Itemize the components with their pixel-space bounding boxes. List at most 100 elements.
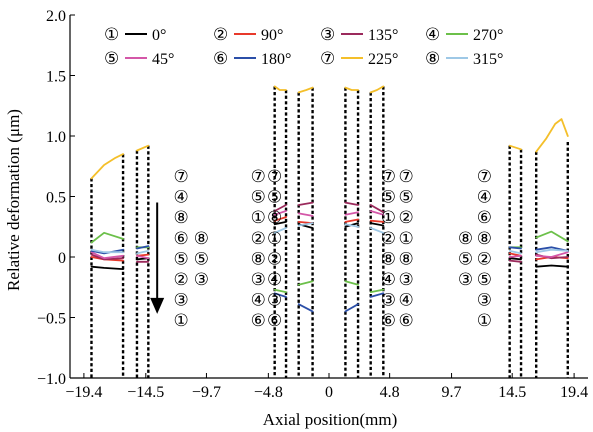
x-tick-label: 0 [325,384,333,401]
series-line-0deg [535,264,569,268]
x-tick-label: 9.7 [442,384,462,401]
series-line-270deg [535,230,569,243]
order-number: ⑤ [381,188,396,207]
series-line-315deg [369,227,385,234]
series-line-45deg [90,251,124,260]
x-tick-label: −4.8 [254,384,283,401]
series-line-135deg [273,204,287,212]
order-number: ② [477,249,492,268]
order-number: ① [251,208,266,227]
order-number: ④ [174,188,189,207]
order-number: ⑤ [194,249,209,268]
legend: ① 0° ② 90° ③ 135° ④ 270° ⑤ 45° ⑥ 180° ⑦ 225° ⑧ 315° [104,25,503,68]
x-tick-label: −9.7 [192,384,221,401]
order-number: ⑦ [477,167,492,186]
order-number: ① [477,311,492,330]
order-number: ① [267,229,282,248]
series-line-90deg [273,216,287,222]
series-line-270deg [344,280,360,286]
order-number: ⑤ [477,270,492,289]
series-line-270deg [90,231,124,244]
order-number: ① [398,229,413,248]
series-line-135deg [369,204,385,214]
order-number: ④ [398,291,413,310]
series-line-0deg [508,257,522,261]
x-tick-label: −19.4 [65,384,102,401]
order-number: ② [398,208,413,227]
series-line-225deg [136,144,150,152]
order-number: ⑤ [267,188,282,207]
series-line-0deg [273,220,287,226]
series-line-90deg [369,219,385,223]
series-line-315deg [136,249,150,255]
order-number: ③ [251,270,266,289]
order-number: ⑧ [398,249,413,268]
legend-number: ⑥ [213,49,228,68]
legend-label: 315° [473,51,503,68]
series-line-45deg [535,251,569,258]
series-line-180deg [369,292,385,298]
series-line-270deg [369,288,385,294]
series-line-270deg [273,288,287,294]
series-line-135deg [344,201,360,206]
order-number: ⑦ [174,167,189,186]
order-number: ③ [398,270,413,289]
series-line-270deg [297,280,314,286]
order-number: ⑥ [398,311,413,330]
x-tick-label: −14.5 [127,384,164,401]
series-line-225deg [344,86,360,91]
order-number: ② [174,270,189,289]
order-number: ⑧ [267,208,282,227]
legend-number: ① [104,25,119,44]
order-number: ③ [174,291,189,310]
series-line-180deg [297,303,314,313]
order-number: ⑦ [251,167,266,186]
series-line-315deg [508,249,522,255]
order-number: ④ [267,270,282,289]
order-number: ④ [381,270,396,289]
legend-number: ⑤ [104,49,119,68]
legend-number: ② [213,25,228,44]
y-tick-label: 1.5 [46,69,66,86]
series-line-225deg [297,86,314,94]
order-arrow-head [150,297,165,314]
legend-label: 225° [368,51,398,68]
order-number: ⑧ [174,208,189,227]
y-tick-label: −1.0 [37,371,66,388]
order-number: ⑤ [458,249,473,268]
legend-number: ⑧ [425,49,440,68]
order-number: ② [267,249,282,268]
order-number: ⑦ [398,167,413,186]
order-number: ⑥ [267,311,282,330]
legend-label: 90° [261,27,283,44]
order-number: ⑧ [477,229,492,248]
order-number: ④ [477,188,492,207]
order-number: ④ [251,291,266,310]
x-tick-label: 19.4 [560,384,588,401]
y-tick-label: 0 [58,250,66,267]
order-number: ⑧ [381,249,396,268]
series-line-45deg [273,210,287,216]
legend-number: ③ [320,25,335,44]
series-line-225deg [508,144,522,151]
series-line-315deg [344,223,360,228]
order-number: ③ [458,270,473,289]
series-line-180deg [273,292,287,298]
y-tick-label: 2.0 [46,8,66,25]
series-line-0deg [90,265,124,271]
series-line-135deg [297,201,314,206]
series-line-225deg [273,85,287,91]
series-line-180deg [90,248,124,255]
series-line-225deg [90,153,124,180]
order-number: ⑥ [174,229,189,248]
order-number: ③ [267,291,282,310]
series-line-90deg [344,218,360,223]
order-number: ③ [194,270,209,289]
series-line-315deg [90,248,124,254]
legend-number: ⑦ [320,49,335,68]
order-number: ⑧ [458,229,473,248]
x-axis-label: Axial position(mm) [263,410,398,429]
series-line-180deg [344,303,360,313]
legend-label: 0° [152,27,166,44]
series-line-135deg [508,259,522,263]
